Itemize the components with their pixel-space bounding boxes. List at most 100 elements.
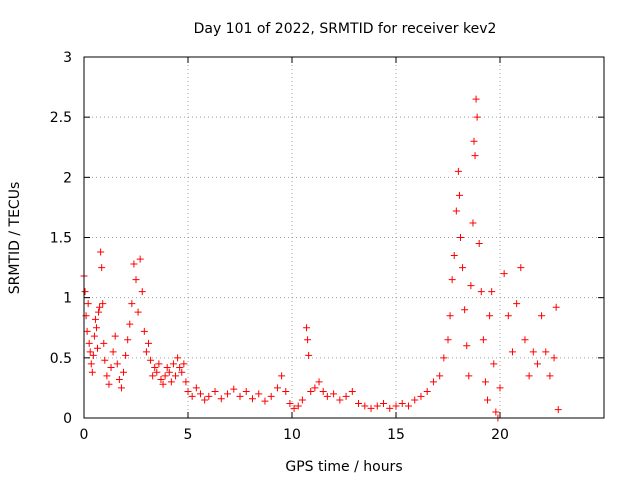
data-point	[261, 397, 269, 405]
data-point	[90, 332, 98, 340]
data-point	[298, 396, 306, 404]
data-point	[159, 380, 167, 388]
data-point	[85, 339, 93, 347]
data-point	[134, 308, 142, 316]
data-point	[475, 240, 483, 248]
data-point	[311, 384, 319, 392]
data-point	[172, 372, 180, 380]
x-tick-label: 20	[491, 427, 509, 443]
data-point	[89, 351, 97, 359]
data-point	[525, 372, 533, 380]
data-point	[463, 342, 471, 350]
data-point	[122, 351, 130, 359]
data-point	[392, 402, 400, 410]
data-point	[500, 270, 508, 278]
data-point	[342, 392, 350, 400]
data-point	[230, 385, 238, 393]
data-point	[84, 300, 92, 308]
data-point	[469, 219, 477, 227]
data-point	[303, 324, 311, 332]
data-point	[98, 264, 106, 272]
data-point	[153, 368, 161, 376]
data-point	[305, 351, 313, 359]
data-point	[452, 207, 460, 215]
data-point	[496, 384, 504, 392]
data-point	[472, 95, 480, 103]
data-point	[455, 191, 463, 199]
data-point	[120, 368, 128, 376]
data-point	[182, 378, 190, 386]
y-tick-label: 2	[63, 170, 72, 186]
data-point	[248, 395, 256, 403]
data-point	[151, 363, 159, 371]
data-point	[167, 378, 175, 386]
data-point	[355, 400, 363, 408]
data-point	[286, 400, 294, 408]
data-point	[95, 308, 103, 316]
data-point	[490, 360, 498, 368]
data-point	[111, 332, 119, 340]
data-point	[157, 375, 165, 383]
data-point	[132, 276, 140, 284]
data-point	[554, 406, 562, 414]
data-point	[542, 348, 550, 356]
data-point	[126, 320, 134, 328]
data-point	[91, 315, 99, 323]
data-point	[155, 360, 163, 368]
data-point	[367, 404, 375, 412]
data-point	[192, 384, 200, 392]
data-point	[488, 288, 496, 296]
data-point	[484, 396, 492, 404]
data-point	[552, 303, 560, 311]
data-point	[163, 363, 171, 371]
data-point	[459, 264, 467, 272]
data-point	[319, 388, 327, 396]
data-point	[97, 248, 105, 256]
data-point	[473, 113, 481, 121]
data-point	[113, 360, 121, 368]
data-point	[81, 288, 89, 296]
data-point	[440, 354, 448, 362]
data-point	[336, 396, 344, 404]
x-tick-label: 0	[80, 427, 89, 443]
data-point	[147, 356, 155, 364]
data-point	[87, 360, 95, 368]
data-point	[169, 360, 177, 368]
data-point	[242, 388, 250, 396]
data-point	[492, 408, 500, 416]
data-point	[454, 167, 462, 175]
data-point	[304, 336, 312, 344]
y-axis-label: SRMTID / TECUs	[7, 182, 23, 295]
data-point	[105, 380, 113, 388]
data-point	[180, 360, 188, 368]
data-point	[217, 395, 225, 403]
data-point	[436, 372, 444, 380]
data-point	[477, 288, 485, 296]
data-point	[282, 388, 290, 396]
data-point	[201, 396, 209, 404]
data-point	[450, 252, 458, 260]
data-point	[361, 402, 369, 410]
data-point	[521, 336, 529, 344]
data-point	[550, 354, 558, 362]
data-point	[109, 348, 117, 356]
data-point	[429, 378, 437, 386]
data-point	[417, 392, 425, 400]
data-point	[128, 300, 136, 308]
data-point	[236, 392, 244, 400]
data-point	[538, 312, 546, 320]
data-point	[517, 264, 525, 272]
data-point	[184, 388, 192, 396]
data-point	[107, 363, 115, 371]
data-point	[348, 388, 356, 396]
data-point	[278, 372, 286, 380]
data-point	[178, 368, 186, 376]
data-point	[205, 392, 213, 400]
data-point	[99, 300, 107, 308]
data-point	[188, 392, 196, 400]
data-point	[149, 372, 157, 380]
data-point	[465, 372, 473, 380]
data-point	[140, 327, 148, 335]
chart-title: Day 101 of 2022, SRMTID for receiver kev…	[194, 21, 497, 37]
